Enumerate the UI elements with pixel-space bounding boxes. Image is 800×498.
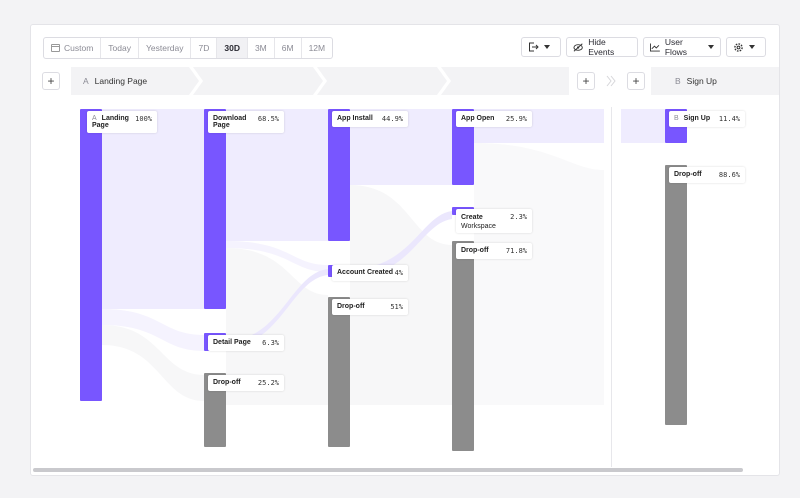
node-label-download-page[interactable]: Download Page 68.5% [208, 111, 284, 133]
add-step-start-button[interactable]: + [42, 72, 60, 90]
node-label-create-workspace[interactable]: Create Workspace 2.3% [456, 209, 532, 233]
node-bar-app-install[interactable] [328, 109, 350, 241]
step-a-name: Landing Page [94, 76, 148, 86]
node-label-sign-up[interactable]: B Sign Up 11.4% [669, 111, 745, 127]
node-label-landing-page[interactable]: A Landing Page 100% [87, 111, 157, 133]
add-step-before-b-button[interactable]: + [627, 72, 645, 90]
range-today[interactable]: Today [101, 38, 139, 58]
chevron-down-icon [544, 45, 550, 49]
range-yesterday[interactable]: Yesterday [139, 38, 192, 58]
step-header-band [71, 67, 779, 95]
hide-events-button[interactable]: Hide Events [566, 37, 638, 57]
step-b-header: B Sign Up [675, 76, 717, 86]
chevron-down-icon [749, 45, 755, 49]
step-divider [611, 107, 612, 467]
node-label-app-open[interactable]: App Open 25.9% [456, 111, 532, 127]
node-label-dropoff-2[interactable]: Drop-off 51% [332, 299, 408, 315]
chevron-down-icon [708, 45, 714, 49]
horizontal-scrollbar[interactable] [33, 468, 743, 472]
settings-button[interactable] [726, 37, 766, 57]
node-bar-dropoff-2[interactable] [328, 297, 350, 447]
node-bar-dropoff-3[interactable] [452, 241, 474, 451]
range-30d[interactable]: 30D [217, 38, 248, 58]
node-bar-app-open[interactable] [452, 109, 474, 185]
date-range-selector: Custom Today Yesterday 7D 30D 3M 6M 12M [43, 37, 334, 59]
node-bar-dropoff-4[interactable] [665, 165, 687, 425]
range-7d[interactable]: 7D [191, 38, 218, 58]
node-label-detail-page[interactable]: Detail Page 6.3% [208, 335, 284, 351]
step-a-header: A Landing Page [83, 76, 148, 86]
node-label-app-install[interactable]: App Install 44.9% [332, 111, 408, 127]
range-6m[interactable]: 6M [275, 38, 302, 58]
node-label-dropoff-3[interactable]: Drop-off 71.8% [456, 243, 532, 259]
hide-events-label: Hide Events [588, 37, 615, 57]
node-label-account-created[interactable]: Account Created 4% [332, 265, 408, 281]
node-bar-landing-page[interactable] [80, 109, 102, 401]
calendar-icon [51, 44, 60, 52]
node-bar-download-page[interactable] [204, 109, 226, 309]
node-label-dropoff-4[interactable]: Drop-off 88.6% [669, 167, 745, 183]
node-label-dropoff-1[interactable]: Drop-off 25.2% [208, 375, 284, 391]
user-flows-label: User Flows [664, 37, 688, 57]
eye-off-icon [573, 42, 583, 52]
flow-ribbons [102, 109, 665, 405]
export-button[interactable] [521, 37, 561, 57]
range-3m[interactable]: 3M [248, 38, 275, 58]
add-step-between-button[interactable]: + [577, 72, 595, 90]
flows-card: Custom Today Yesterday 7D 30D 3M 6M 12M … [30, 24, 780, 476]
export-icon [529, 42, 539, 52]
node-bar-dropoff-1[interactable] [204, 373, 226, 447]
range-12m[interactable]: 12M [308, 43, 326, 53]
user-flows-button[interactable]: User Flows [643, 37, 721, 57]
flows-chart-icon [650, 42, 660, 52]
gear-icon [734, 42, 743, 52]
range-custom[interactable]: Custom [44, 38, 102, 58]
step-b-name: Sign Up [686, 76, 717, 86]
